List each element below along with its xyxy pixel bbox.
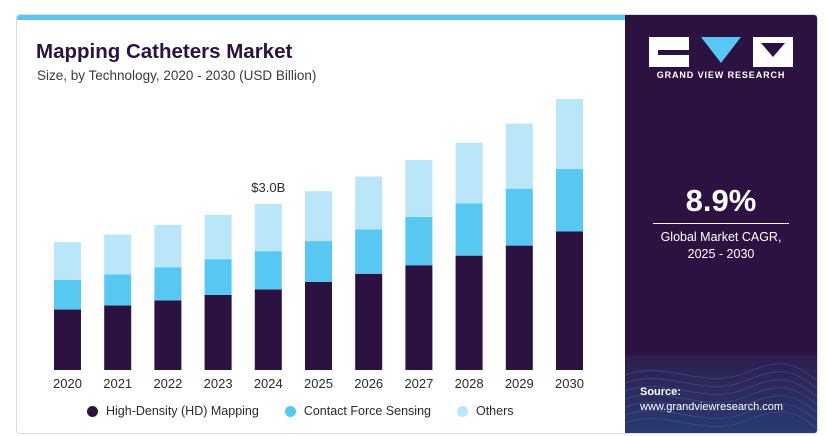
bar-2028-series-2 bbox=[455, 142, 483, 204]
bar-2020-series-1 bbox=[54, 279, 81, 310]
bar-2021-series-2 bbox=[104, 234, 132, 275]
bar-2025-series-0 bbox=[305, 281, 332, 370]
legend-item-cfs: Contact Force Sensing bbox=[284, 404, 431, 418]
x-tick-label-2025: 2025 bbox=[304, 376, 333, 391]
legend-label-cfs: Contact Force Sensing bbox=[303, 404, 431, 418]
cagr-divider bbox=[653, 223, 789, 224]
chart-title: Mapping Catheters Market bbox=[36, 40, 293, 63]
bar-2029-series-1 bbox=[505, 188, 533, 246]
bar-2027-series-2 bbox=[405, 159, 433, 217]
x-tick-label-2030: 2030 bbox=[555, 376, 584, 391]
x-tick-label-2020: 2020 bbox=[53, 376, 82, 391]
x-tick-label-2024: 2024 bbox=[254, 376, 283, 391]
bar-2020-series-0 bbox=[54, 309, 81, 370]
bar-2026-series-1 bbox=[355, 229, 383, 274]
bar-2028-series-1 bbox=[455, 203, 483, 256]
bar-2026-series-2 bbox=[355, 176, 383, 230]
bar-2027-series-0 bbox=[405, 265, 433, 370]
legend-swatch-hd bbox=[87, 405, 98, 417]
cagr-label: Global Market CAGR, 2025 - 2030 bbox=[625, 229, 817, 263]
source-label: Source: bbox=[640, 386, 681, 398]
source-link[interactable]: www.grandviewresearch.com bbox=[640, 401, 784, 413]
bar-2023-series-1 bbox=[204, 259, 232, 295]
accent-bar bbox=[17, 15, 625, 20]
bar-2022-series-1 bbox=[154, 267, 182, 301]
brand-name: GRAND VIEW RESEARCH bbox=[656, 70, 786, 80]
side-panel: GRAND VIEW RESEARCH 8.9% Global Market C… bbox=[625, 15, 817, 433]
x-tick-label-2026: 2026 bbox=[354, 376, 383, 391]
bar-2022-series-2 bbox=[154, 224, 182, 268]
x-tick-label-2021: 2021 bbox=[103, 376, 132, 391]
x-tick-label-2027: 2027 bbox=[404, 376, 433, 391]
x-tick-label-2023: 2023 bbox=[204, 376, 233, 391]
bar-2025-series-2 bbox=[305, 191, 332, 242]
x-tick-label-2028: 2028 bbox=[455, 376, 484, 391]
legend-swatch-others bbox=[456, 405, 468, 417]
bar-2023-series-2 bbox=[204, 214, 232, 260]
chart-legend: High-Density (HD) Mapping Contact Force … bbox=[87, 404, 514, 418]
bar-2030-series-2 bbox=[556, 99, 583, 170]
legend-swatch-cfs bbox=[284, 405, 296, 417]
source-block: Source: www.grandviewresearch.com bbox=[625, 355, 817, 433]
data-label-2024: $3.0B bbox=[251, 180, 285, 195]
bar-2030-series-0 bbox=[556, 231, 583, 370]
bar-2023-series-0 bbox=[204, 294, 232, 370]
bar-2020-series-2 bbox=[54, 242, 81, 280]
x-tick-label-2022: 2022 bbox=[153, 376, 182, 391]
bar-2024-series-2 bbox=[254, 203, 282, 252]
bar-2028-series-0 bbox=[455, 255, 483, 370]
bar-2027-series-1 bbox=[405, 216, 433, 266]
bar-2026-series-0 bbox=[355, 273, 383, 370]
bar-2029-series-0 bbox=[505, 245, 533, 370]
grand-view-research-logo bbox=[649, 37, 793, 67]
bar-2021-series-0 bbox=[104, 305, 132, 370]
bar-2022-series-0 bbox=[154, 300, 182, 370]
bar-2024-series-1 bbox=[254, 251, 282, 290]
infographic-card: Mapping Catheters Market Size, by Techno… bbox=[16, 14, 818, 434]
stacked-bar-chart: 2020 2021 2022 2023 2024 $3.0B 2025 2026 2027 202… bbox=[53, 99, 584, 391]
cagr-value: 8.9% bbox=[685, 183, 757, 218]
chart-panel: Mapping Catheters Market Size, by Techno… bbox=[17, 20, 625, 433]
wave-pattern-graphic bbox=[625, 363, 817, 429]
bar-2030-series-1 bbox=[556, 169, 583, 232]
bar-2024-series-0 bbox=[254, 289, 282, 370]
bar-2025-series-1 bbox=[305, 241, 332, 282]
cagr-label-line1: Global Market CAGR, bbox=[660, 230, 782, 244]
legend-label-others: Others bbox=[475, 404, 514, 418]
bar-2029-series-2 bbox=[505, 123, 533, 189]
legend-item-hd: High-Density (HD) Mapping bbox=[87, 404, 259, 418]
legend-label-hd: High-Density (HD) Mapping bbox=[106, 404, 259, 418]
x-tick-label-2029: 2029 bbox=[505, 376, 534, 391]
cagr-label-line2: 2025 - 2030 bbox=[687, 247, 755, 261]
bar-2021-series-1 bbox=[104, 274, 132, 306]
legend-item-others: Others bbox=[456, 404, 514, 418]
chart-subtitle: Size, by Technology, 2020 - 2030 (USD Bi… bbox=[37, 68, 317, 83]
